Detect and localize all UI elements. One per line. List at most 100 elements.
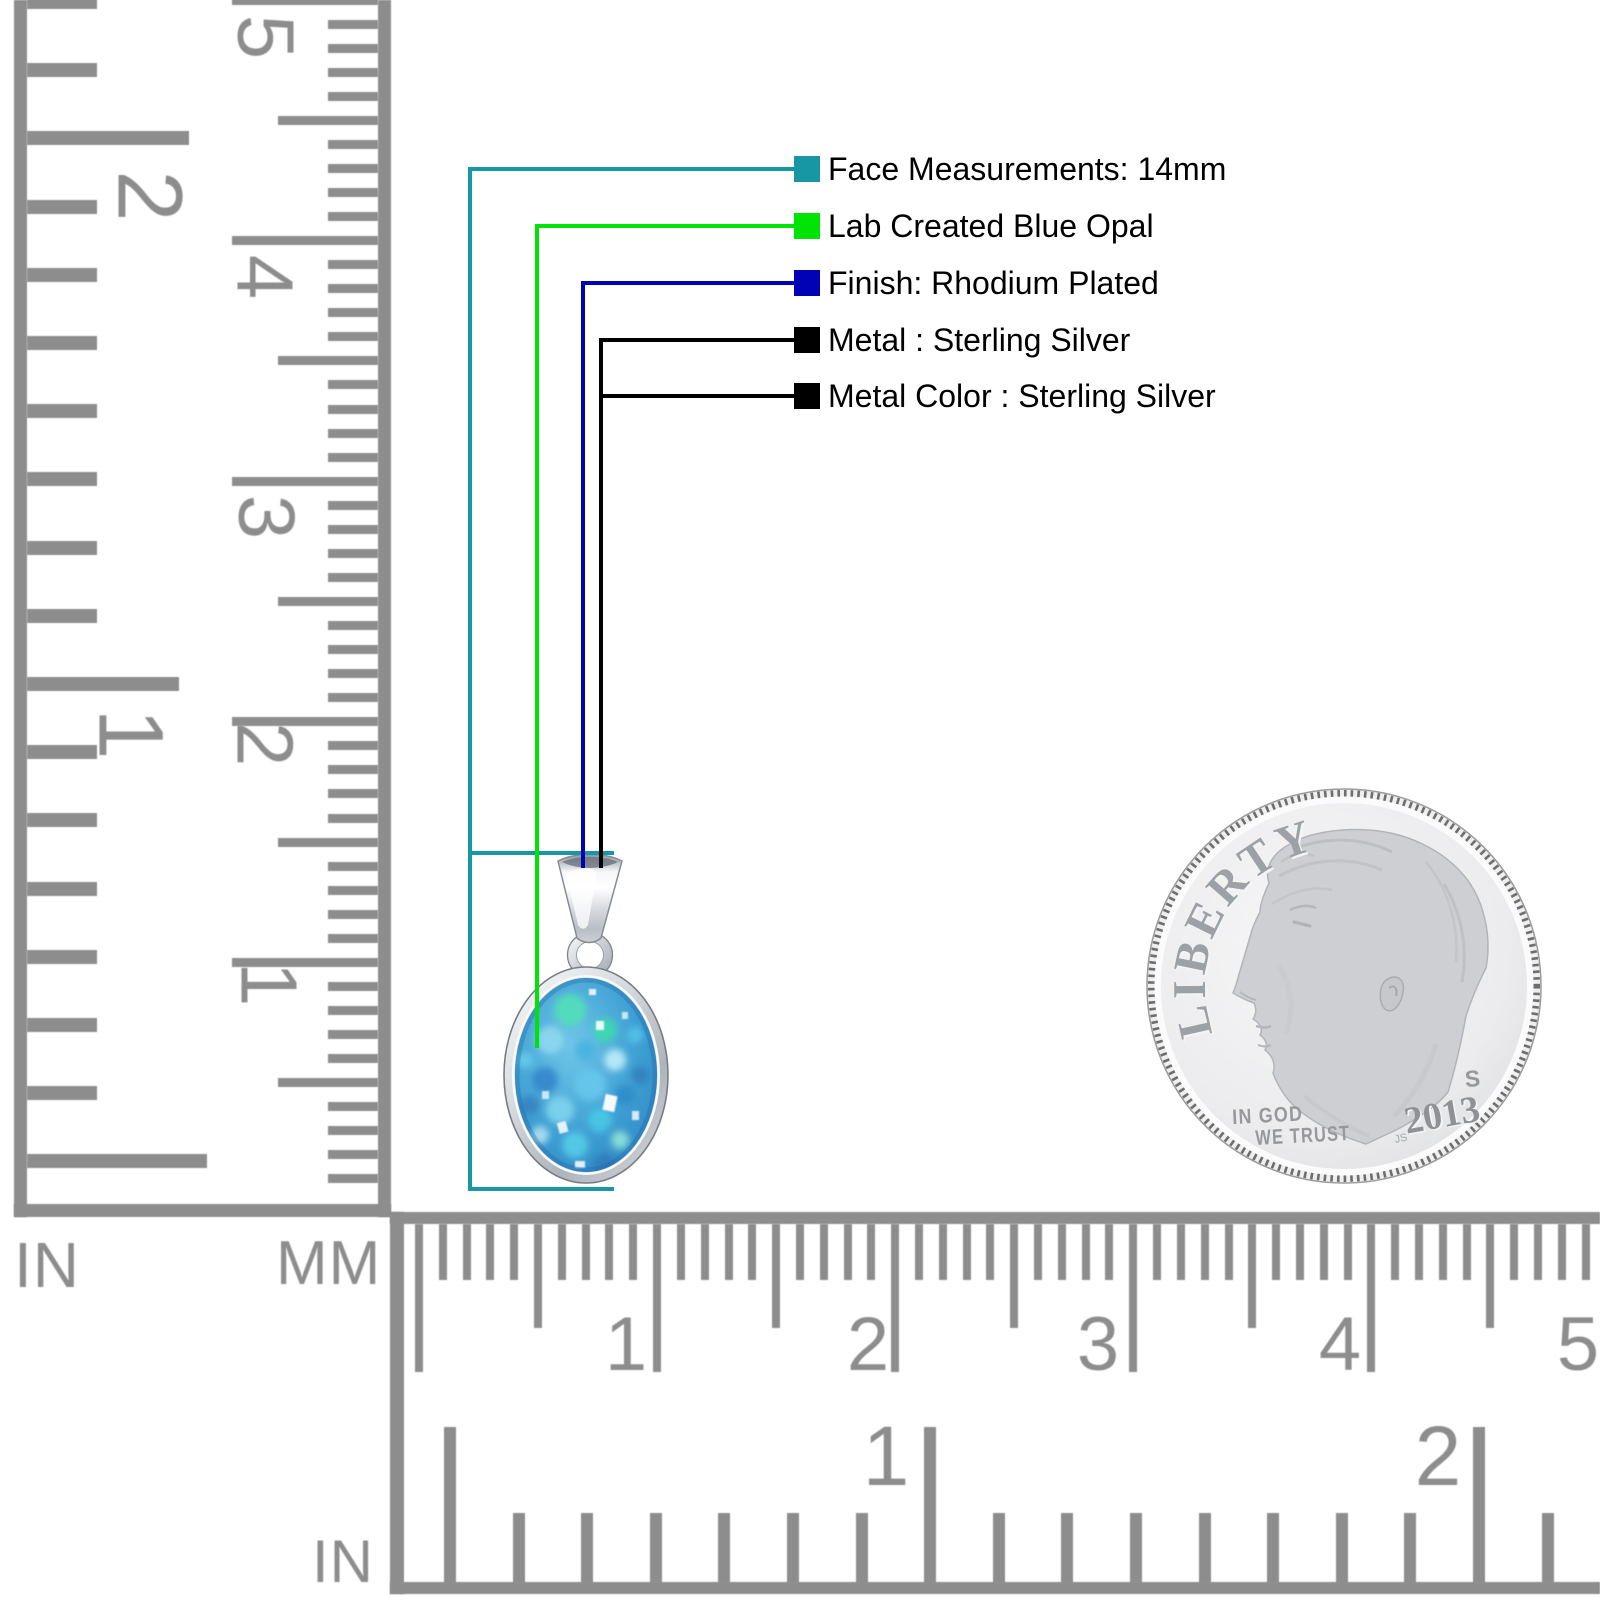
ruler-tick (328, 139, 378, 149)
ruler-tick (27, 472, 97, 487)
ruler-tick (986, 1224, 995, 1280)
annotation-row: Metal Color : Sterling Silver (794, 377, 1216, 415)
ruler-tick (328, 669, 378, 679)
ruler-tick (328, 1150, 378, 1160)
ruler-tick (700, 1224, 709, 1280)
ruler-tick (795, 1224, 804, 1280)
vertical-inch-number: 2 (95, 141, 205, 251)
ruler-tick (915, 1224, 923, 1280)
ruler-tick (232, 236, 378, 246)
ruler-tick (1057, 1224, 1066, 1280)
horizontal-mm-number-text: 2 (846, 1302, 890, 1387)
annotation-text: Lab Created Blue Opal (828, 207, 1154, 244)
ruler-tick (278, 356, 378, 366)
annotation-text: Face Measurements: 14mm (828, 150, 1227, 187)
ruler-tick (27, 404, 97, 419)
ruler-tick (534, 1224, 543, 1328)
ruler-tick (415, 1224, 423, 1372)
annotation-text: Finish: Rhodium Plated (828, 264, 1159, 301)
ruler-tick (328, 572, 378, 582)
ruler-tick (278, 1078, 378, 1088)
vertical-mm-number-text: 4 (220, 254, 309, 300)
ruler-tick (1224, 1224, 1233, 1280)
ruler-tick (328, 524, 378, 534)
vertical-ruler-in-label: IN (14, 1229, 80, 1301)
color-swatch (794, 270, 820, 296)
ruler-tick (278, 115, 378, 125)
ruler-tick (772, 1224, 781, 1328)
ruler-tick (1343, 1224, 1352, 1280)
vertical-mm-number: 5 (210, 0, 320, 92)
ruler-tick (328, 548, 378, 558)
annotation-row: Finish: Rhodium Plated (794, 264, 1159, 302)
ruler-tick (328, 1030, 378, 1040)
ruler-tick (328, 645, 378, 655)
ruler-tick (27, 199, 97, 214)
ruler-tick (748, 1224, 757, 1280)
ruler-tick (1335, 1513, 1348, 1583)
ruler-tick (1153, 1224, 1162, 1280)
ruler-tick (1510, 1224, 1519, 1280)
ruler-tick (328, 1102, 378, 1112)
ruler-tick (653, 1224, 662, 1372)
ruler-tick (328, 1054, 378, 1064)
ruler-tick (724, 1224, 733, 1280)
ruler-tick (27, 1018, 97, 1032)
ruler-tick (557, 1224, 566, 1280)
ruler-tick (232, 957, 378, 967)
ruler-tick (867, 1224, 876, 1280)
vertical-ruler-bottom-edge (14, 1204, 391, 1217)
ruler-tick (278, 837, 378, 847)
ruler-tick (1534, 1224, 1543, 1280)
ruler-tick (992, 1513, 1005, 1583)
leader-line-metal (599, 338, 794, 868)
ruler-tick (27, 267, 97, 282)
ruler-tick (328, 981, 378, 991)
ruler-tick (938, 1224, 947, 1280)
ruler-tick (328, 861, 378, 871)
horizontal-mm-number: 4 (1285, 1290, 1395, 1400)
ruler-tick (962, 1224, 971, 1280)
color-swatch (794, 327, 820, 353)
ruler-tick (328, 380, 378, 390)
ruler-tick (328, 789, 378, 799)
horizontal-mm-number: 2 (813, 1290, 923, 1400)
ruler-tick (581, 1224, 590, 1280)
annotation-text: Metal Color : Sterling Silver (828, 377, 1216, 414)
ruler-tick (328, 212, 378, 222)
annotation-text: Metal : Sterling Silver (828, 321, 1131, 358)
vertical-mm-number: 2 (209, 689, 319, 799)
horizontal-mm-number-text: 1 (604, 1302, 648, 1387)
horizontal-ruler-top-edge (390, 1212, 1600, 1224)
ruler-tick (1061, 1513, 1074, 1583)
ruler-tick (438, 1224, 447, 1280)
ruler-tick (855, 1513, 868, 1583)
ruler-tick (27, 336, 97, 350)
ruler-tick (1391, 1224, 1400, 1280)
ruler-tick (27, 540, 97, 555)
ruler-tick (328, 187, 378, 197)
ruler-tick (1176, 1224, 1185, 1280)
ruler-tick (328, 91, 378, 101)
ruler-tick (676, 1224, 685, 1280)
color-swatch (794, 213, 820, 239)
ruler-tick (27, 813, 97, 828)
vertical-inch-number: 1 (76, 679, 186, 789)
horizontal-mm-number-text: 3 (1076, 1302, 1120, 1387)
ruler-tick (1272, 1224, 1281, 1280)
ruler-tick (1130, 1513, 1142, 1583)
ruler-tick (1010, 1224, 1019, 1328)
ruler-tick (328, 308, 378, 318)
ruler-tick (27, 1086, 97, 1101)
ruler-tick (581, 1513, 594, 1583)
annotation-row: Lab Created Blue Opal (794, 207, 1154, 245)
ruler-tick (512, 1513, 525, 1583)
ruler-tick (27, 608, 97, 623)
ruler-tick (444, 1427, 456, 1583)
ruler-tick (649, 1513, 662, 1583)
ruler-tick (629, 1224, 638, 1280)
ruler-tick (1473, 1427, 1485, 1583)
ruler-tick (328, 67, 378, 77)
horizontal-mm-number: 3 (1043, 1290, 1153, 1400)
ruler-tick (1462, 1224, 1471, 1280)
